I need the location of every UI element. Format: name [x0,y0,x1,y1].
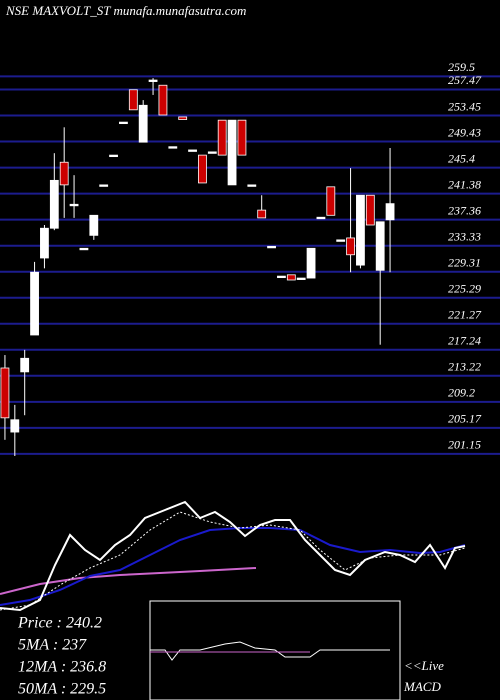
candle-body [267,245,276,249]
y-tick-label: 237.36 [448,203,481,217]
indicator-panel [0,500,466,700]
y-tick-label: 257.47 [448,73,482,87]
live-label: <<Live [404,658,444,673]
candle-body [286,274,296,281]
candle-body [109,154,118,158]
y-tick-label: 225.29 [448,281,481,295]
y-tick-label: 217.24 [448,334,481,348]
ma-line [0,567,257,595]
candle-body [385,203,395,221]
candle-body [277,275,286,279]
candle-body [188,149,197,152]
candle-body [89,214,99,236]
candle-body [30,271,39,336]
candle-body [128,89,138,111]
candle-body [257,209,267,219]
macd-line [150,641,390,661]
candle-body [59,161,69,186]
candle-body [0,367,10,419]
macd-label: MACD [403,679,441,694]
candle-body [346,237,355,256]
candle-body [227,119,237,186]
candle-body [375,221,385,271]
y-tick-label: 221.27 [448,307,482,321]
y-tick-label: 209.2 [448,386,475,400]
candle-body [20,357,30,373]
candle-body [69,203,79,207]
ma-line [0,527,466,606]
candle-body [316,216,326,220]
candle-body [40,227,49,259]
y-tick-label: 249.43 [448,125,481,139]
candle-body [217,119,227,156]
ma-label: 50MA : 229.5 [18,681,106,698]
candle-body [237,119,247,156]
candle-body [365,194,375,226]
candle-body [99,184,109,187]
y-tick-label: 201.15 [448,438,481,452]
ma-label: 5MA : 237 [18,637,87,654]
candle-body [79,247,89,251]
candle-body [158,84,168,116]
candle-body [306,247,316,279]
candle-body [119,121,128,125]
candle-body [247,184,257,187]
candle-body [178,116,188,120]
candle-body [296,277,306,280]
y-tick-label: 245.4 [448,151,475,165]
ma-line [0,511,466,611]
chart-title: NSE MAXVOLT_ST munafa.munafasutra.com [5,3,246,18]
price-line [0,500,466,612]
price-label: Price : 240.2 [17,615,102,632]
y-tick-label: 253.45 [448,99,481,113]
ma-label: 12MA : 236.8 [18,659,106,676]
y-tick-label: 213.22 [448,360,481,374]
candle-body [10,419,20,433]
candle-body [336,239,346,242]
candle-body [356,194,365,266]
y-tick-label: 259.5 [448,60,475,74]
candle-body [49,179,59,229]
y-tick-label: 241.38 [448,177,481,191]
candle-body [138,104,148,143]
candle-body [198,154,207,184]
candle-body [148,79,158,82]
y-tick-label: 233.33 [448,229,481,243]
candle-body [168,146,178,149]
candle-body [326,186,336,216]
y-tick-label: 205.17 [448,412,482,426]
y-tick-label: 229.31 [448,255,481,269]
candle-body [207,151,217,154]
